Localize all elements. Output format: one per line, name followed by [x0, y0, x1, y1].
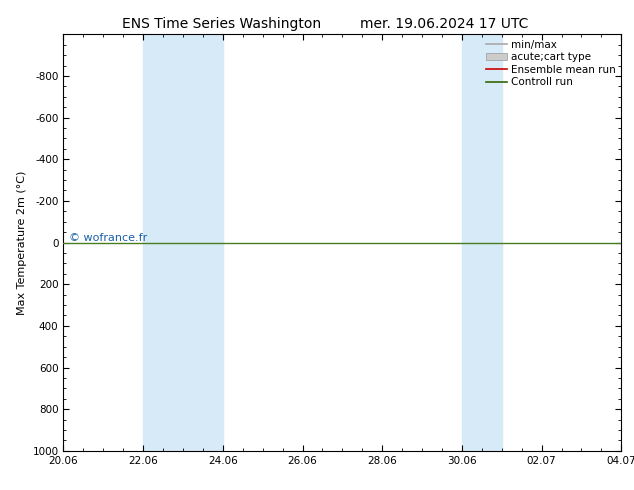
Text: mer. 19.06.2024 17 UTC: mer. 19.06.2024 17 UTC [359, 17, 528, 31]
Text: ENS Time Series Washington: ENS Time Series Washington [122, 17, 321, 31]
Bar [143, 34, 223, 451]
Bar [462, 34, 501, 451]
Legend: min/max, acute;cart type, Ensemble mean run, Controll run: min/max, acute;cart type, Ensemble mean … [484, 37, 618, 89]
Text: © wofrance.fr: © wofrance.fr [69, 233, 147, 244]
Y-axis label: Max Temperature 2m (°C): Max Temperature 2m (°C) [17, 171, 27, 315]
